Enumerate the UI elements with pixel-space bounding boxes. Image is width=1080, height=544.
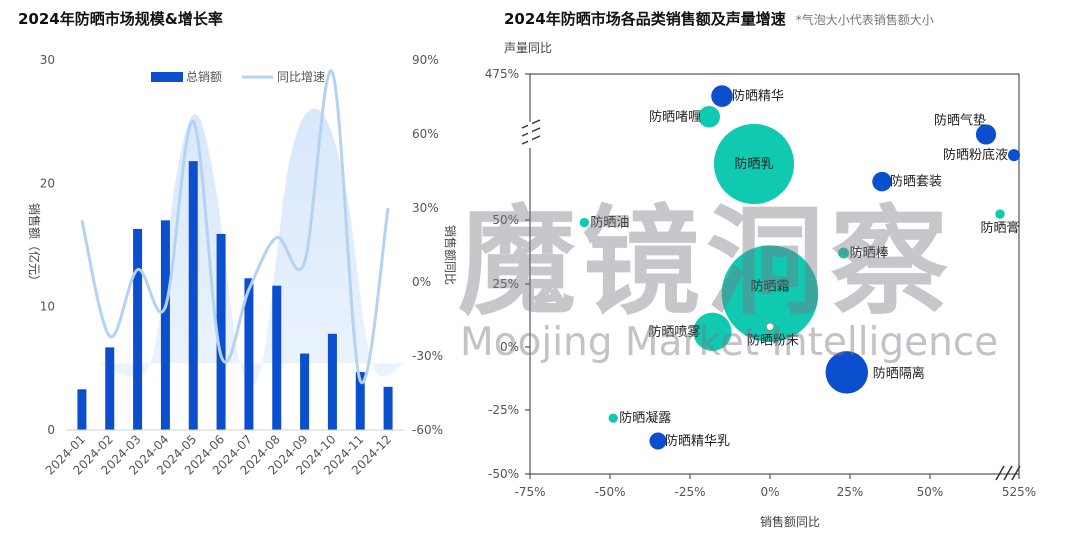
y-break-gap [528,122,532,148]
left-y-axis-label: 销售额（亿元） [27,203,42,287]
bubble-label-防晒膏: 防晒膏 [980,220,1019,236]
x-tick-50%: 50% [917,485,944,499]
y-tick-25%: 25% [492,277,519,291]
y2-tick--60%: -60% [412,423,443,437]
bubble-防晒粉底液 [1007,149,1021,162]
bubble-防晒油 [579,217,590,228]
bubble-y-axis-label: 声量同比 [504,41,552,55]
bubble-防晒啫喱 [698,105,720,128]
bubble-label-防晒油: 防晒油 [590,215,629,231]
legend-line-label: 同比增速 [277,70,325,84]
bubble-x-axis-label: 销售额同比 [760,514,820,529]
bar-2024-12 [383,386,393,430]
bubble-防晒精华 [711,85,733,107]
legend-bar-label: 总销额 [186,70,222,84]
bar-2024-03 [133,228,143,430]
growth-rate-line [80,69,390,385]
bubble-label-防晒隔离: 防晒隔离 [873,365,925,381]
left-legend: 总销额 同比增速 [151,70,325,84]
y-tick-30: 30 [40,53,55,67]
bubble-label-防晒精华乳: 防晒精华乳 [665,433,730,449]
bubble-y-ticks: -50% -25% 0% 25% 50% 475% [485,67,530,481]
y2-tick-90%: 90% [412,53,439,67]
y-tick-0%: 0% [500,340,519,354]
y-tick-50%: 50% [492,213,519,227]
bar-2024-06 [216,233,226,430]
plot-frame [529,73,1020,475]
bubble-label-防晒粉末: 防晒粉末 [747,333,799,349]
x-tick-25%: 25% [837,485,864,499]
bubble-防晒棒 [838,247,849,259]
y-tick-20: 20 [40,176,55,190]
bubble-label-防晒粉底液: 防晒粉底液 [943,147,1008,163]
legend-bar-swatch [151,72,183,82]
month-ticks: 2024-012024-022024-032024-042024-052024-… [43,432,395,477]
bubble-防晒凝露 [608,413,618,423]
y-tick-0: 0 [47,423,55,437]
bubble-防晒霜 [721,245,819,342]
bar-2024-04 [160,220,170,430]
bar-2024-01 [77,389,87,430]
axis-break-marks [521,119,1021,481]
bubble-防晒套装 [872,171,892,192]
right-chart-title-text: 2024年防晒市场各品类销售额及声量增速 [504,10,786,28]
x-break-mark-2 [1011,465,1021,481]
y2-tick-60%: 60% [412,127,439,141]
bubble-label-防晒精华: 防晒精华 [732,88,784,104]
sales-bars [77,161,393,430]
bubble-label-防晒棒: 防晒棒 [850,245,889,261]
bubble-防晒喷雾 [693,312,732,351]
right-chart-title: 2024年防晒市场各品类销售额及声量增速 *气泡大小代表销售额大小 [504,8,934,29]
bubble-size-note: *气泡大小代表销售额大小 [795,13,934,27]
left-chart: 0 10 20 30 -60% -30% 0% 30% 60% 90% 2024-012024-… [27,53,458,478]
y2-tick--30%: -30% [412,349,443,363]
x-break-mark-1 [1003,465,1013,481]
bubble-label-防晒气垫: 防晒气垫 [934,112,986,128]
y-tick-10: 10 [40,300,55,314]
bubble-label-防晒凝露: 防晒凝露 [619,410,671,426]
bubble-防晒粉末 [765,322,775,331]
bubble-label-防晒霜: 防晒霜 [750,279,789,295]
bar-2024-11 [355,372,365,430]
x-tick-525%: 525% [1002,485,1036,499]
right-y-axis-label: 销售额同比 [443,225,458,285]
bar-2024-02 [105,347,115,430]
x-tick--75%: -75% [514,485,545,499]
bubble-防晒隔离 [825,351,869,394]
x-tick--25%: -25% [674,485,705,499]
bubble-防晒气垫 [975,124,997,145]
bar-2024-08 [272,285,282,430]
bubble-防晒精华乳 [649,432,667,450]
y2-tick-0%: 0% [412,275,431,289]
bar-2024-07 [244,278,254,430]
bubble-防晒乳 [713,123,795,204]
bubble-label-防晒乳: 防晒乳 [734,156,773,172]
y2-tick-30%: 30% [412,201,439,215]
y-tick--50%: -50% [488,467,519,481]
bubble-label-防晒喷雾: 防晒喷雾 [648,324,700,340]
bubble-label-防晒套装: 防晒套装 [890,174,942,190]
left-chart-title: 2024年防晒市场规模&增长率 [18,10,223,28]
bar-2024-09 [300,353,310,430]
right-y-ticks: -60% -30% 0% 30% 60% 90% [412,53,443,437]
growth-area-shape [98,108,404,388]
bubble-防晒膏 [995,209,1005,219]
x-break-mark-0 [995,465,1005,481]
y-tick--25%: -25% [488,403,519,417]
bubble-x-ticks: -75% -50% -25% 0% 25% 50% 525% [514,474,1036,499]
left-y-ticks: 0 10 20 30 [40,53,55,437]
x-tick--50%: -50% [594,485,625,499]
x-tick-0%: 0% [760,485,779,499]
right-chart: -50% -25% 0% 25% 50% 475% -75% -50% -25% 0% 25% 50… [485,41,1036,529]
bar-2024-10 [327,333,337,430]
y-tick-475%: 475% [485,67,519,81]
bubble-label-防晒啫喱: 防晒啫喱 [649,109,701,125]
bar-2024-05 [188,161,198,430]
